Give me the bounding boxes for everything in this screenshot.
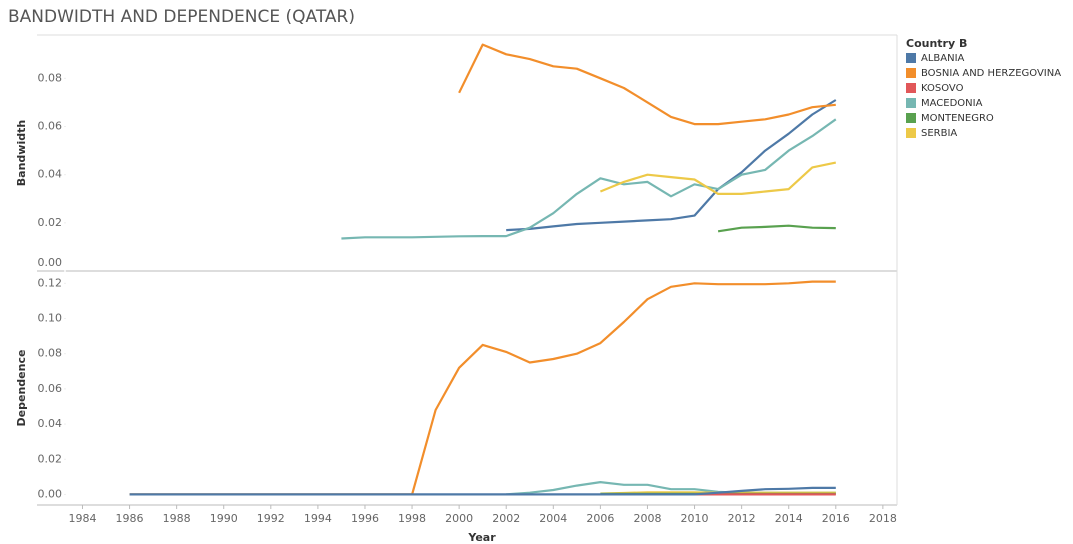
x-tick-label: 2010: [681, 512, 709, 525]
legend-swatch: [906, 83, 916, 93]
legend-title: Country B: [906, 37, 967, 50]
x-tick-label: 1998: [398, 512, 426, 525]
x-tick-label: 1986: [116, 512, 144, 525]
x-tick-label: 2004: [539, 512, 567, 525]
legend-label: BOSNIA AND HERZEGOVINA: [921, 68, 1061, 79]
series-line: [717, 224, 836, 233]
series-line: [341, 118, 837, 240]
y-tick-label: 0.00: [38, 487, 63, 500]
x-tick-label: 1992: [257, 512, 285, 525]
legend-label: MACEDONIA: [921, 98, 983, 109]
y-tick-label: 0.00: [38, 256, 63, 269]
series-line: [506, 99, 837, 232]
x-tick-label: 1984: [68, 512, 96, 525]
legend-swatch: [906, 128, 916, 138]
legend-swatch: [906, 68, 916, 78]
y-tick-label: 0.02: [38, 452, 63, 465]
x-axis-title: Year: [467, 531, 496, 544]
x-tick-label: 1994: [304, 512, 332, 525]
y-axis-title: Dependence: [15, 350, 28, 427]
y-tick-label: 0.04: [38, 168, 63, 181]
series-line: [599, 161, 837, 195]
x-tick-label: 2012: [728, 512, 756, 525]
x-tick-label: 2008: [633, 512, 661, 525]
series-line: [129, 486, 836, 496]
legend-label: SERBIA: [921, 128, 957, 139]
x-tick-label: 1990: [210, 512, 238, 525]
x-tick-label: 2014: [775, 512, 803, 525]
y-tick-label: 0.12: [38, 276, 63, 289]
chart-title: BANDWIDTH AND DEPENDENCE (QATAR): [8, 7, 355, 27]
x-tick-label: 1988: [163, 512, 191, 525]
y-tick-label: 0.08: [38, 71, 63, 84]
x-tick-label: 2018: [869, 512, 897, 525]
x-tick-label: 2016: [822, 512, 850, 525]
x-tick-label: 2002: [492, 512, 520, 525]
x-tick-label: 2006: [586, 512, 614, 525]
series-line: [458, 43, 836, 126]
legend-label: MONTENEGRO: [921, 113, 994, 124]
y-tick-label: 0.06: [38, 382, 63, 395]
y-tick-label: 0.08: [38, 347, 63, 360]
y-tick-label: 0.02: [38, 216, 63, 229]
legend-swatch: [906, 98, 916, 108]
y-tick-label: 0.06: [38, 120, 63, 133]
y-tick-label: 0.04: [38, 417, 63, 430]
x-tick-label: 1996: [351, 512, 379, 525]
legend-swatch: [906, 113, 916, 123]
x-tick-label: 2000: [445, 512, 473, 525]
series-line: [129, 280, 836, 496]
legend-label: KOSOVO: [921, 83, 964, 94]
y-axis-title: Bandwidth: [15, 120, 28, 186]
y-tick-label: 0.10: [38, 312, 63, 325]
legend-swatch: [906, 53, 916, 63]
legend-label: ALBANIA: [921, 53, 965, 64]
